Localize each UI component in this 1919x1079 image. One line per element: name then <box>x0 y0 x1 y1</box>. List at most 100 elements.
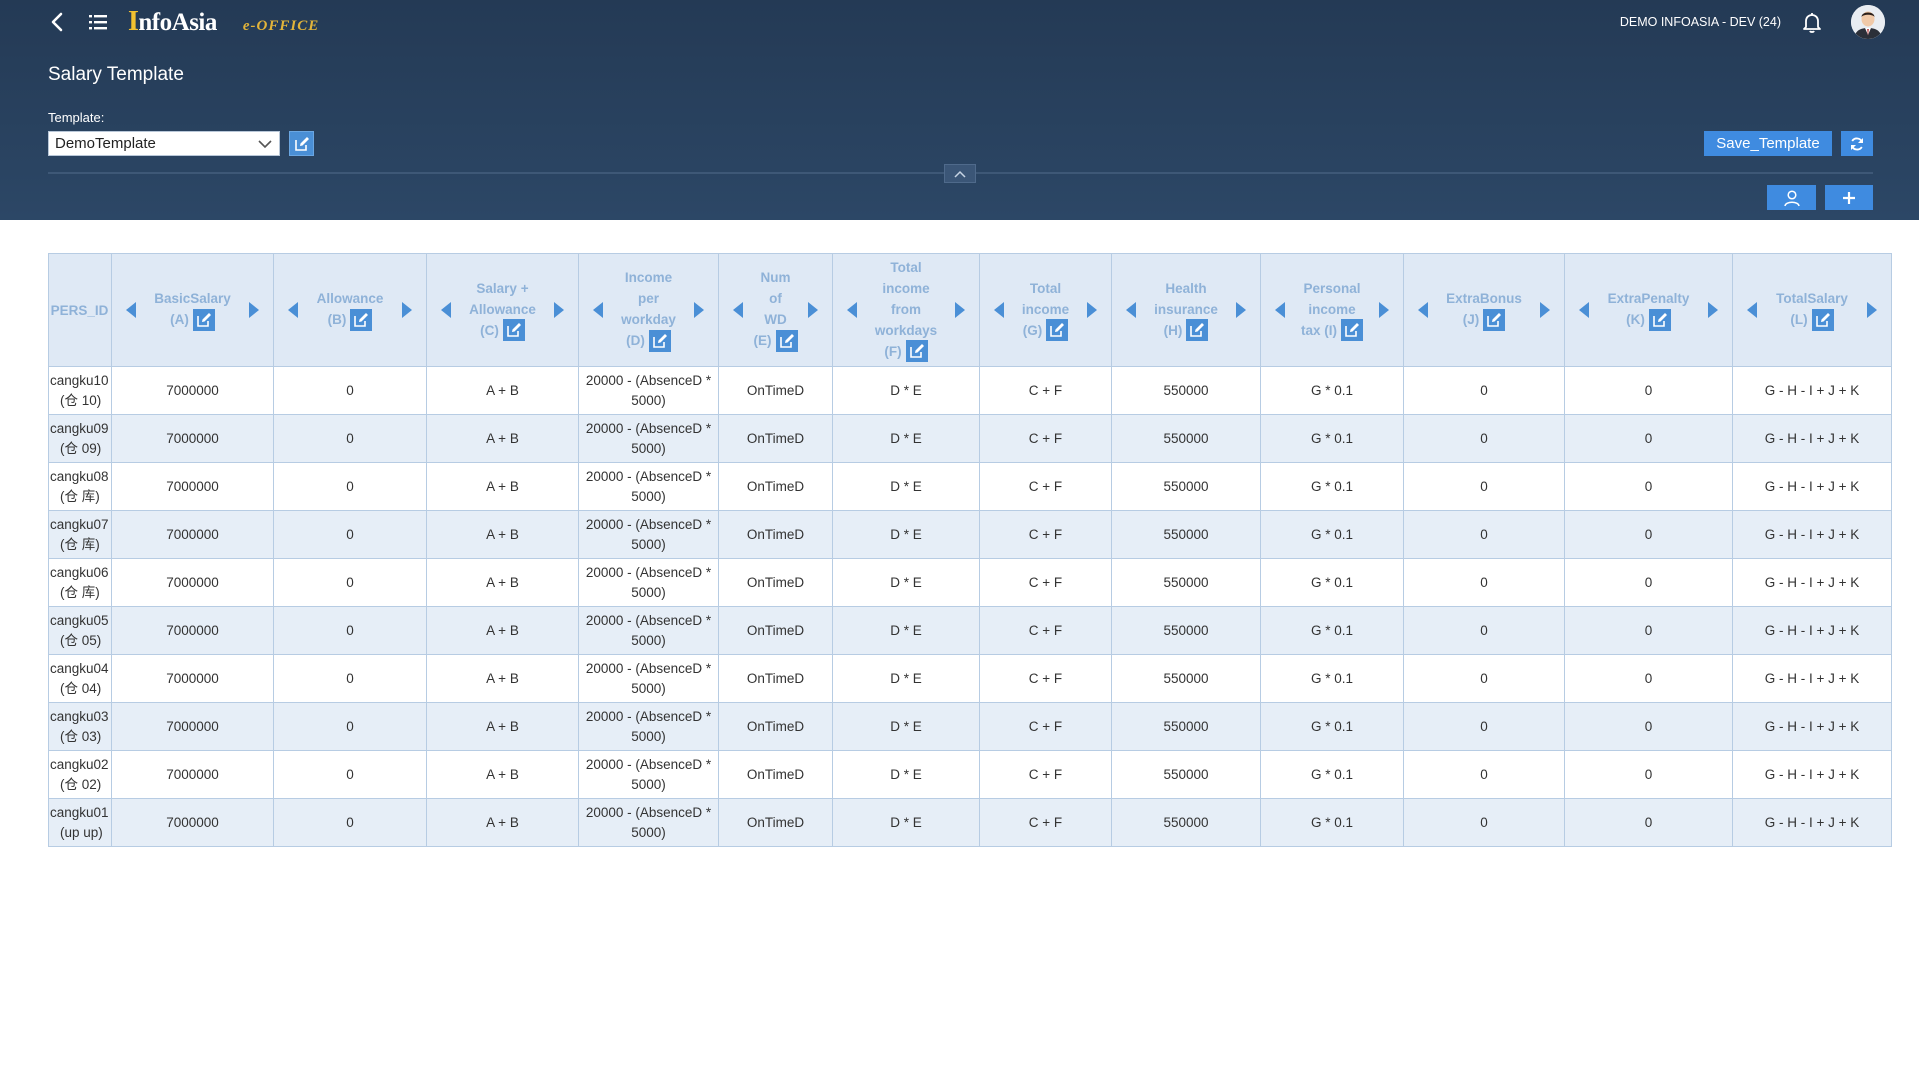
table-cell[interactable]: D * E <box>832 702 980 751</box>
table-cell[interactable]: C + F <box>979 558 1112 607</box>
table-cell[interactable]: 550000 <box>1111 366 1261 415</box>
arrow-right-icon[interactable] <box>1867 302 1877 318</box>
table-cell[interactable]: 0 <box>1403 414 1565 463</box>
arrow-right-icon[interactable] <box>955 302 965 318</box>
back-icon[interactable] <box>46 10 70 34</box>
pers-id-cell[interactable]: cangku10 (仓 10) <box>48 366 112 415</box>
edit-icon[interactable] <box>648 329 671 352</box>
table-cell[interactable]: 550000 <box>1111 798 1261 847</box>
table-cell[interactable]: G - H - I + J + K <box>1732 654 1892 703</box>
arrow-left-icon[interactable] <box>1418 302 1428 318</box>
table-cell[interactable]: 0 <box>1403 702 1565 751</box>
table-row[interactable]: cangku04 (仓 04) 7000000 0 A + B 20000 - (Abse… <box>48 654 1892 703</box>
table-cell[interactable]: OnTimeD <box>718 510 833 559</box>
table-cell[interactable]: 0 <box>273 558 427 607</box>
table-cell[interactable]: G - H - I + J + K <box>1732 414 1892 463</box>
table-cell[interactable]: C + F <box>979 462 1112 511</box>
table-cell[interactable]: C + F <box>979 798 1112 847</box>
table-cell[interactable]: OnTimeD <box>718 558 833 607</box>
table-cell[interactable]: 0 <box>1564 702 1733 751</box>
user-button[interactable] <box>1767 185 1816 210</box>
table-cell[interactable]: G * 0.1 <box>1260 654 1404 703</box>
table-cell[interactable]: 20000 - (AbsenceD * 5000) <box>578 510 719 559</box>
table-cell[interactable]: A + B <box>426 414 579 463</box>
bell-icon[interactable] <box>1800 10 1824 34</box>
table-cell[interactable]: G * 0.1 <box>1260 366 1404 415</box>
arrow-left-icon[interactable] <box>288 302 298 318</box>
table-cell[interactable]: G - H - I + J + K <box>1732 606 1892 655</box>
table-cell[interactable]: G * 0.1 <box>1260 702 1404 751</box>
table-cell[interactable]: 20000 - (AbsenceD * 5000) <box>578 366 719 415</box>
table-cell[interactable]: 7000000 <box>111 414 274 463</box>
table-cell[interactable]: 20000 - (AbsenceD * 5000) <box>578 414 719 463</box>
table-cell[interactable]: 0 <box>273 798 427 847</box>
avatar[interactable] <box>1851 5 1885 39</box>
edit-icon[interactable] <box>1811 308 1834 331</box>
edit-icon[interactable] <box>192 308 215 331</box>
table-cell[interactable]: 0 <box>1564 558 1733 607</box>
table-cell[interactable]: 0 <box>273 606 427 655</box>
table-cell[interactable]: A + B <box>426 654 579 703</box>
edit-template-button[interactable] <box>289 131 314 156</box>
table-cell[interactable]: 0 <box>273 462 427 511</box>
table-cell[interactable]: 0 <box>1403 462 1565 511</box>
table-cell[interactable]: 0 <box>1564 366 1733 415</box>
table-cell[interactable]: A + B <box>426 366 579 415</box>
edit-icon[interactable] <box>905 340 928 363</box>
arrow-right-icon[interactable] <box>1236 302 1246 318</box>
table-cell[interactable]: 0 <box>1564 462 1733 511</box>
table-cell[interactable]: D * E <box>832 654 980 703</box>
table-cell[interactable]: OnTimeD <box>718 606 833 655</box>
arrow-left-icon[interactable] <box>126 302 136 318</box>
refresh-button[interactable] <box>1841 131 1873 156</box>
table-row[interactable]: cangku07 (仓 库) 7000000 0 A + B 20000 - (Absen… <box>48 510 1892 559</box>
edit-icon[interactable] <box>350 308 373 331</box>
pers-id-cell[interactable]: cangku05 (仓 05) <box>48 606 112 655</box>
table-cell[interactable]: 7000000 <box>111 750 274 799</box>
table-cell[interactable]: 0 <box>1564 750 1733 799</box>
table-cell[interactable]: D * E <box>832 558 980 607</box>
pers-id-cell[interactable]: cangku01 (up up) <box>48 798 112 847</box>
table-cell[interactable]: OnTimeD <box>718 414 833 463</box>
table-cell[interactable]: G - H - I + J + K <box>1732 702 1892 751</box>
table-cell[interactable]: G * 0.1 <box>1260 750 1404 799</box>
table-cell[interactable]: C + F <box>979 702 1112 751</box>
edit-icon[interactable] <box>1483 308 1506 331</box>
arrow-left-icon[interactable] <box>1747 302 1757 318</box>
table-cell[interactable]: G * 0.1 <box>1260 510 1404 559</box>
table-cell[interactable]: 20000 - (AbsenceD * 5000) <box>578 798 719 847</box>
table-cell[interactable]: 0 <box>1564 798 1733 847</box>
arrow-left-icon[interactable] <box>593 302 603 318</box>
menu-icon[interactable] <box>86 10 110 34</box>
table-cell[interactable]: 550000 <box>1111 558 1261 607</box>
table-cell[interactable]: C + F <box>979 606 1112 655</box>
table-cell[interactable]: 550000 <box>1111 750 1261 799</box>
table-cell[interactable]: OnTimeD <box>718 654 833 703</box>
table-cell[interactable]: 550000 <box>1111 414 1261 463</box>
table-row[interactable]: cangku01 (up up) 7000000 0 A + B 20000 - (Abs… <box>48 798 1892 847</box>
edit-icon[interactable] <box>1046 319 1069 342</box>
table-cell[interactable]: 0 <box>273 366 427 415</box>
arrow-left-icon[interactable] <box>1126 302 1136 318</box>
table-cell[interactable]: 550000 <box>1111 606 1261 655</box>
table-cell[interactable]: 7000000 <box>111 510 274 559</box>
table-cell[interactable]: A + B <box>426 462 579 511</box>
table-cell[interactable]: 0 <box>1403 654 1565 703</box>
pers-id-cell[interactable]: cangku09 (仓 09) <box>48 414 112 463</box>
table-cell[interactable]: G - H - I + J + K <box>1732 798 1892 847</box>
edit-icon[interactable] <box>1341 319 1363 342</box>
table-cell[interactable]: 0 <box>273 702 427 751</box>
table-cell[interactable]: G * 0.1 <box>1260 606 1404 655</box>
table-cell[interactable]: D * E <box>832 510 980 559</box>
arrow-left-icon[interactable] <box>847 302 857 318</box>
table-cell[interactable]: G * 0.1 <box>1260 414 1404 463</box>
table-cell[interactable]: C + F <box>979 366 1112 415</box>
edit-icon[interactable] <box>775 329 798 352</box>
table-cell[interactable]: 7000000 <box>111 702 274 751</box>
table-cell[interactable]: 0 <box>1564 606 1733 655</box>
table-cell[interactable]: D * E <box>832 414 980 463</box>
table-cell[interactable]: C + F <box>979 414 1112 463</box>
table-cell[interactable]: 7000000 <box>111 606 274 655</box>
table-cell[interactable]: D * E <box>832 606 980 655</box>
table-row[interactable]: cangku10 (仓 10) 7000000 0 A + B 20000 - (Abse… <box>48 366 1892 415</box>
